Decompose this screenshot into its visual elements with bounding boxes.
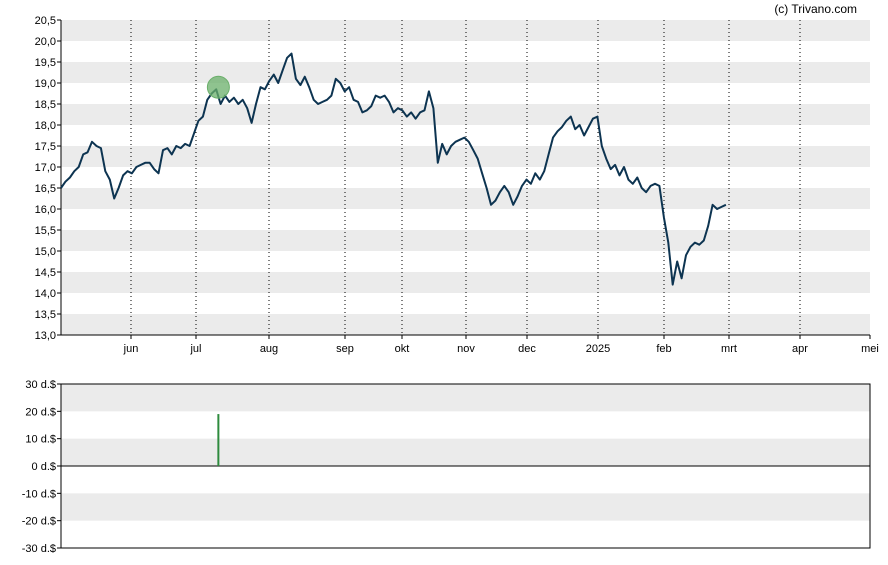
- credit-label: (c) Trivano.com: [774, 2, 857, 16]
- y-tick-label: 16,0: [35, 204, 56, 216]
- main-band: [61, 272, 870, 293]
- y-tick-label: 19,0: [35, 78, 56, 90]
- main-dividend-marker: [206, 75, 230, 99]
- y-tick-label: 20,5: [35, 15, 56, 27]
- main-chart-axes: [60, 20, 870, 336]
- y-tick-label: 18,5: [35, 99, 56, 111]
- y-tick-label: 14,5: [35, 267, 56, 279]
- x-tick-label: apr: [792, 343, 808, 355]
- sub-band: [61, 438, 870, 466]
- x-tick-label: mei: [861, 343, 879, 355]
- x-tick-label: okt: [395, 343, 410, 355]
- sub-band: [61, 384, 870, 412]
- main-price-series: [60, 52, 727, 286]
- y-tick-label: 16,5: [35, 183, 56, 195]
- y-tick-label: 15,5: [35, 225, 56, 237]
- y-tick-label: 18,0: [35, 120, 56, 132]
- sub-y-tick-label: -30 d.$: [22, 543, 56, 555]
- main-chart-bands: [61, 20, 870, 335]
- main-x-tick-labels: jun jul aug sep okt nov dec 2025 feb mrt apr mei: [123, 343, 879, 355]
- x-tick-label: feb: [656, 343, 671, 355]
- x-tick-label: sep: [336, 343, 354, 355]
- main-band: [61, 188, 870, 209]
- y-tick-label: 15,0: [35, 246, 56, 258]
- price-line: [60, 52, 727, 286]
- x-tick-label: mrt: [721, 343, 737, 355]
- main-y-tick-labels: 13,0 13,5 14,0 14,5 15,0 15,5 16,0 16,5 17,0 17,5…: [35, 15, 61, 342]
- y-tick-label: 13,0: [35, 330, 56, 342]
- sub-y-tick-label: -10 d.$: [22, 488, 56, 500]
- main-chart-gridlines: [130, 20, 871, 339]
- x-tick-label: jul: [189, 343, 201, 355]
- x-tick-label: 2025: [586, 343, 610, 355]
- x-tick-label: jun: [123, 343, 139, 355]
- sub-y-tick-label: 30 d.$: [25, 379, 56, 391]
- main-band: [61, 104, 870, 125]
- y-tick-label: 14,0: [35, 288, 56, 300]
- x-tick-label: aug: [260, 343, 278, 355]
- y-tick-label: 19,5: [35, 57, 56, 69]
- sub-y-tick-label: -20 d.$: [22, 516, 56, 528]
- sub-band: [61, 493, 870, 521]
- y-tick-label: 20,0: [35, 36, 56, 48]
- sub-y-tick-labels: 30 d.$ 20 d.$ 10 d.$ 0 d.$ -10 d.$ -20 d.$ -30…: [22, 379, 61, 555]
- dividend-marker-circle: [206, 75, 230, 99]
- y-tick-label: 17,0: [35, 162, 56, 174]
- x-tick-label: dec: [518, 343, 536, 355]
- sub-y-tick-label: 20 d.$: [25, 406, 56, 418]
- sub-chart-bands: [61, 384, 870, 521]
- y-tick-label: 13,5: [35, 309, 56, 321]
- sub-y-tick-label: 0 d.$: [32, 461, 56, 473]
- y-tick-label: 17,5: [35, 141, 56, 153]
- sub-y-tick-label: 10 d.$: [25, 434, 56, 446]
- main-band: [61, 20, 870, 41]
- x-tick-label: nov: [457, 343, 475, 355]
